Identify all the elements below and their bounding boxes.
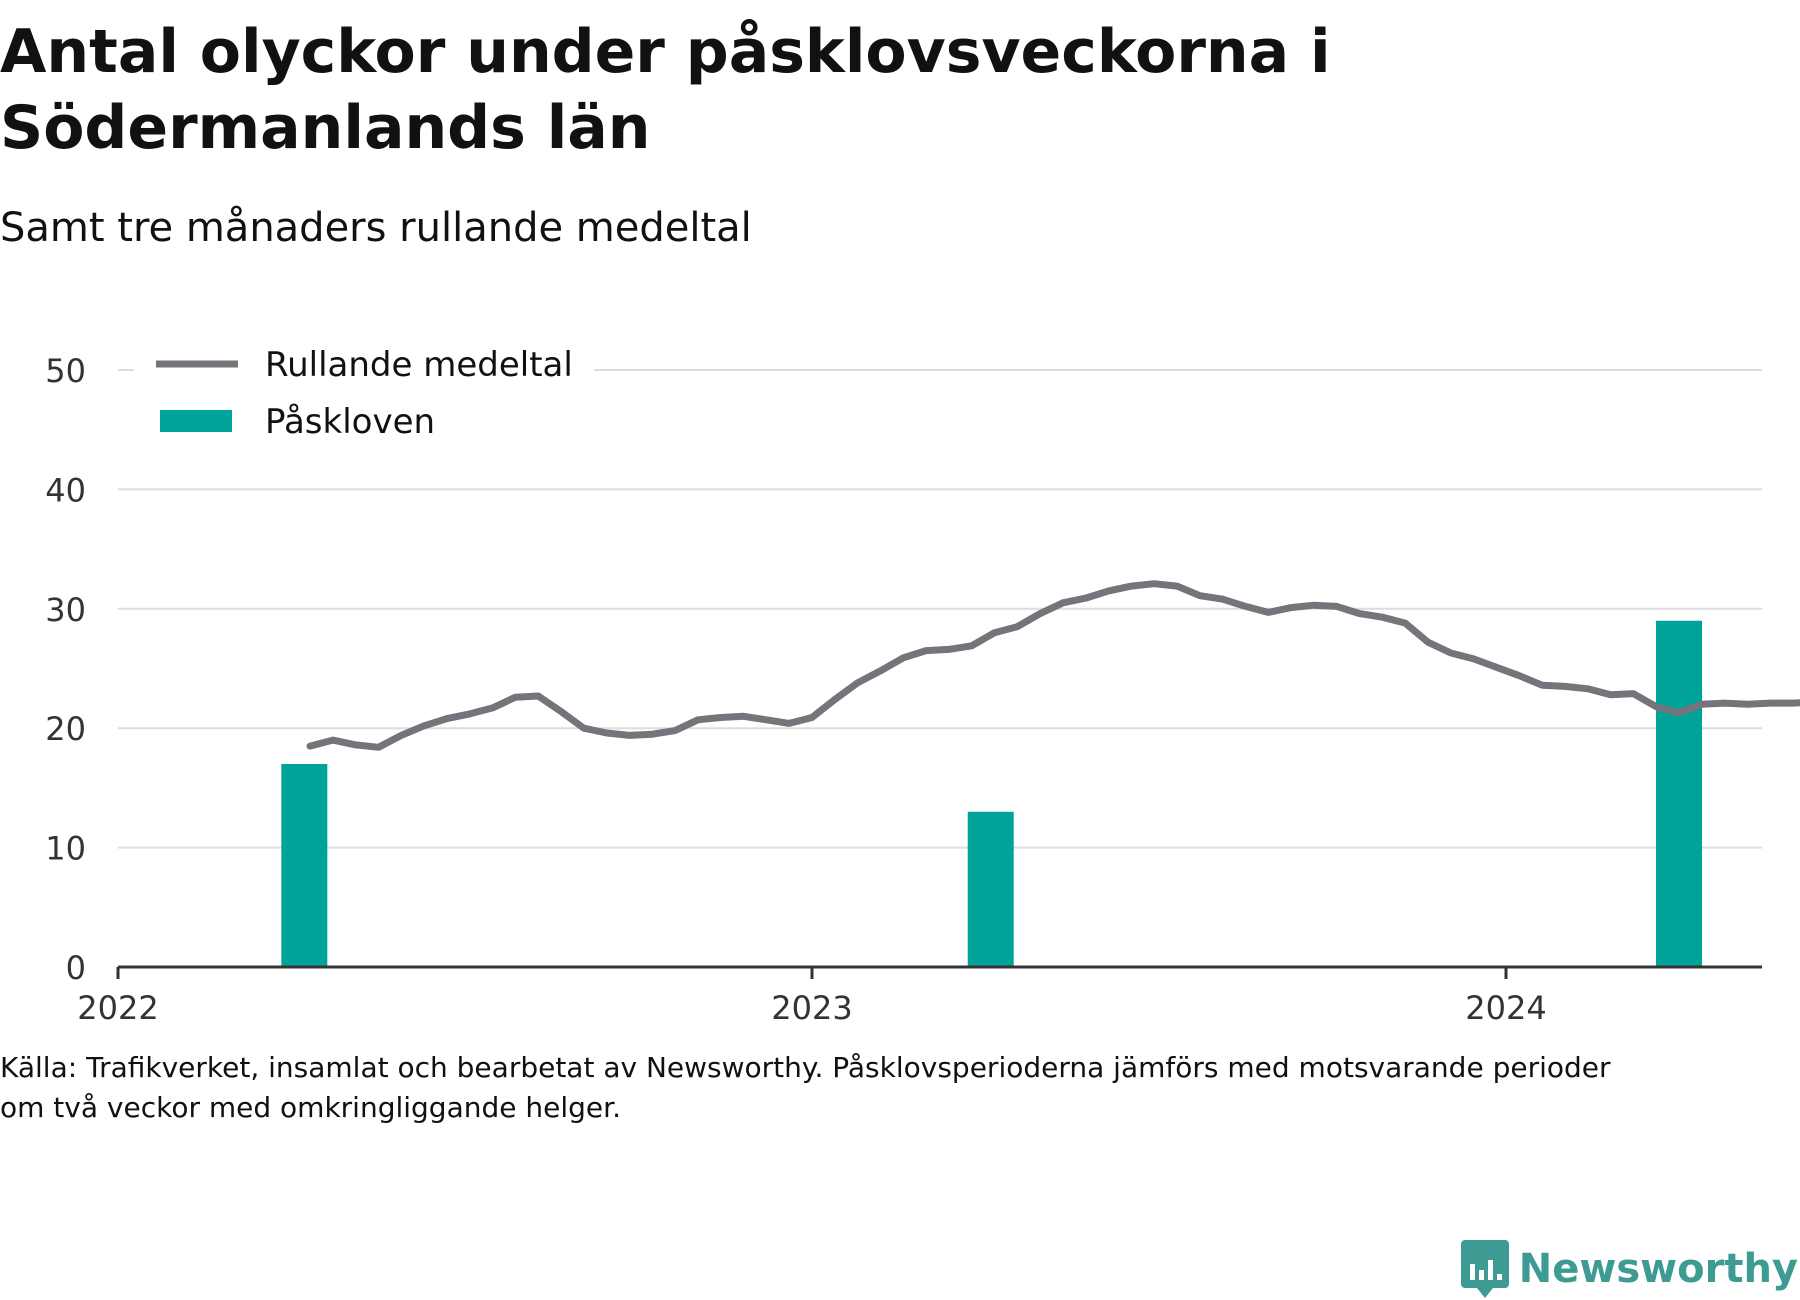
chart-title: Antal olyckor under påsklovsveckorna i S… — [0, 17, 1331, 163]
bar-paskloven-0 — [281, 764, 328, 967]
y-tick-label-20: 20 — [45, 710, 86, 748]
newsworthy-bar-chart-icon — [1460, 1240, 1509, 1298]
y-tick-label-0: 0 — [66, 949, 86, 987]
source-note: Källa: Trafikverket, insamlat och bearbe… — [0, 1051, 1611, 1124]
bar-paskloven-1 — [967, 811, 1014, 967]
y-tick-label-50: 50 — [45, 352, 86, 390]
series-line-rullande-medeltal — [306, 580, 1800, 751]
brand-name: Newsworthy — [1518, 1246, 1798, 1292]
legend-label-rullande-medeltal: Rullande medeltal — [265, 345, 573, 385]
legend-swatch-paskloven — [160, 410, 232, 432]
legend-background — [134, 340, 594, 456]
x-tick-label-2022: 2022 — [77, 989, 158, 1027]
x-tick-label-2024: 2024 — [1465, 989, 1546, 1027]
bars-paskloven — [281, 620, 1703, 967]
chart-subtitle: Samt tre månaders rullande medeltal — [0, 205, 752, 251]
chart-area: 0 10 20 30 40 50 2022 2023 2024 Rullande medelta… — [45, 340, 1800, 1027]
y-tick-label-40: 40 — [45, 471, 86, 509]
axes: 0 10 20 30 40 50 2022 2023 2024 — [45, 352, 1762, 1027]
legend: Rullande medeltal Påskloven — [134, 340, 594, 456]
y-tick-label-30: 30 — [45, 591, 86, 629]
brand-logo: Newsworthy — [1460, 1240, 1798, 1298]
y-tick-label-10: 10 — [45, 830, 86, 868]
bar-paskloven-2 — [1656, 620, 1703, 967]
legend-label-paskloven: Påskloven — [265, 402, 435, 442]
x-tick-label-2023: 2023 — [771, 989, 852, 1027]
